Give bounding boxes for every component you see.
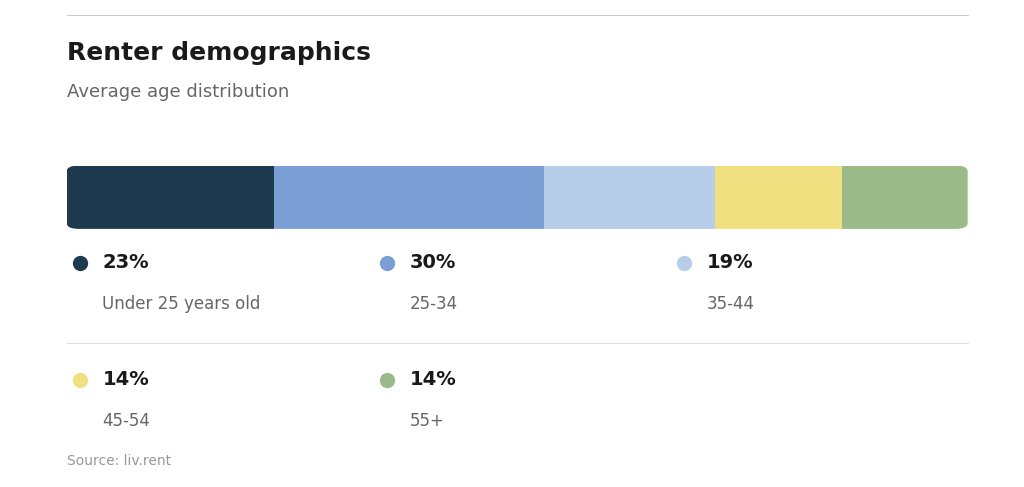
Bar [273, 166, 544, 229]
Text: 30%: 30% [410, 253, 456, 273]
Bar [842, 166, 968, 229]
Text: 45-54: 45-54 [102, 412, 151, 430]
Text: 14%: 14% [410, 370, 457, 390]
Text: 25-34: 25-34 [410, 296, 458, 313]
Text: 35-44: 35-44 [707, 296, 755, 313]
Bar [67, 166, 273, 229]
Text: 23%: 23% [102, 253, 150, 273]
Bar [716, 166, 842, 229]
Text: 19%: 19% [707, 253, 754, 273]
Text: 14%: 14% [102, 370, 150, 390]
Text: Under 25 years old: Under 25 years old [102, 296, 261, 313]
Text: Average age distribution: Average age distribution [67, 83, 289, 101]
Bar [544, 166, 716, 229]
Text: Source: liv.rent: Source: liv.rent [67, 453, 171, 468]
Text: Renter demographics: Renter demographics [67, 41, 371, 65]
Text: 55+: 55+ [410, 412, 444, 430]
